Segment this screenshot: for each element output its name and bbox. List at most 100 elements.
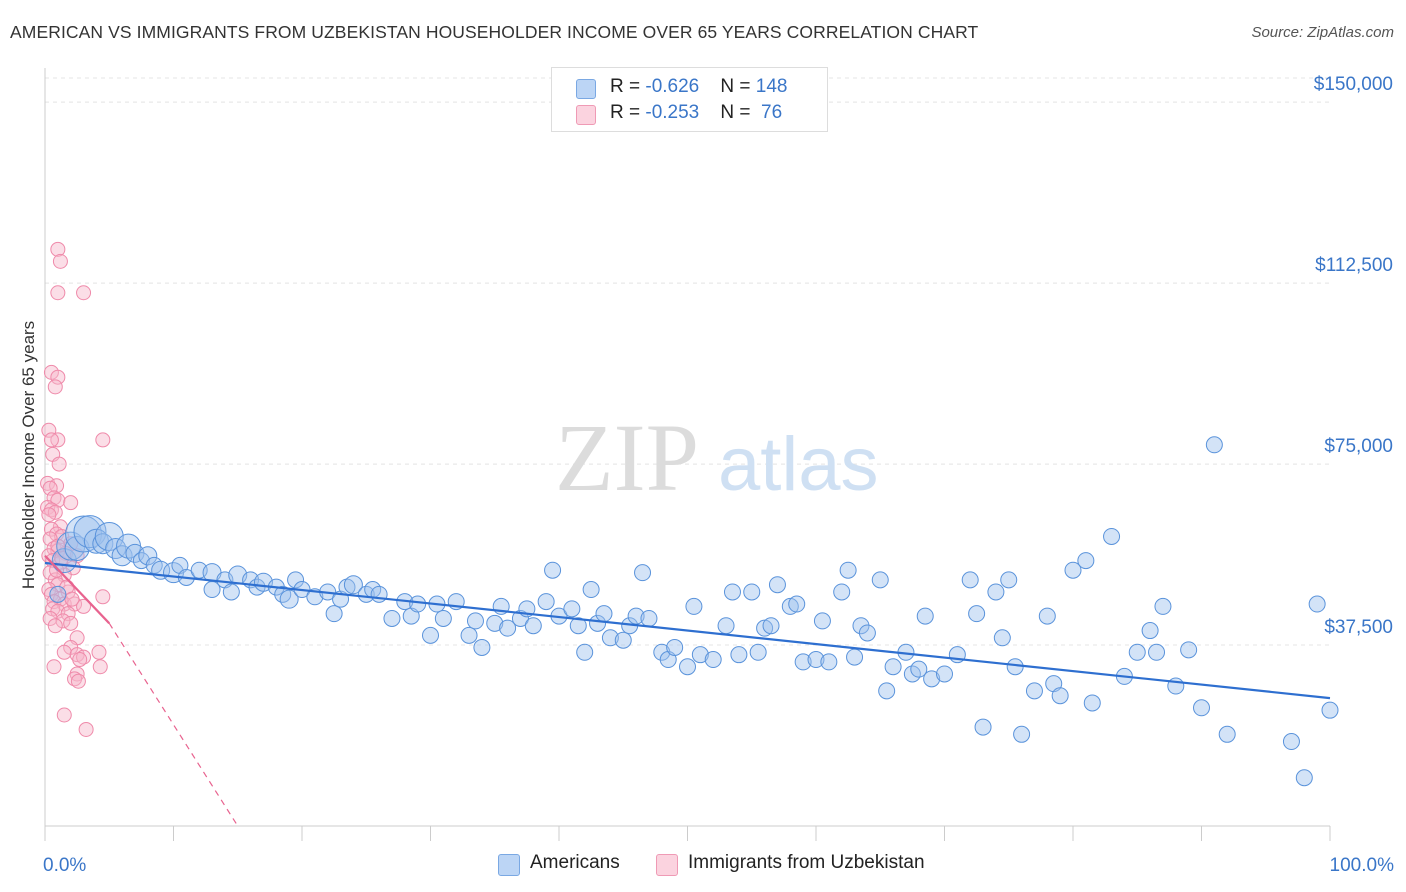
point-american <box>839 561 857 579</box>
point-american <box>138 546 158 566</box>
point-american <box>1006 658 1024 676</box>
legend-r-value: -0.253 <box>645 102 700 123</box>
point-american <box>993 629 1011 647</box>
point-american <box>794 653 812 671</box>
point-american <box>820 653 838 671</box>
point-uzbekistan <box>41 422 57 438</box>
point-american <box>961 571 979 589</box>
point-uzbekistan <box>70 673 86 689</box>
source-label: Source: ZipAtlas.com <box>1251 24 1394 41</box>
y-tick-label: $112,500 <box>1315 255 1393 276</box>
point-american <box>1000 571 1018 589</box>
point-american <box>279 589 299 609</box>
watermark-atlas: atlas <box>718 422 879 507</box>
point-uzbekistan <box>56 644 72 660</box>
point-american <box>987 583 1005 601</box>
point-american <box>1064 561 1082 579</box>
y-tick-label: $75,000 <box>1324 436 1393 457</box>
y-tick-label: $37,500 <box>1324 617 1393 638</box>
point-american <box>749 643 767 661</box>
point-american <box>691 646 709 664</box>
point-american <box>576 643 594 661</box>
point-american <box>1180 641 1198 659</box>
point-american <box>499 619 517 637</box>
point-uzbekistan <box>78 721 94 737</box>
trend-lines <box>44 554 1331 827</box>
point-uzbekistan <box>92 659 108 675</box>
trendline-uzbekistan <box>44 554 111 625</box>
y-tick-labels: $37,500 $75,000 $112,500 $150,000 <box>1314 74 1393 638</box>
bottom-legend-swatch-americans <box>498 854 520 876</box>
point-american <box>1205 436 1223 454</box>
point-american <box>537 593 555 611</box>
point-american <box>524 617 542 635</box>
point-uzbekistan <box>50 285 66 301</box>
legend-n-label: N = <box>720 76 756 97</box>
point-american <box>1025 682 1043 700</box>
point-american <box>858 624 876 642</box>
point-american <box>1148 643 1166 661</box>
point-uzbekistan <box>64 591 80 607</box>
x-tick-label-min: 0.0% <box>43 855 86 876</box>
point-american <box>409 595 427 613</box>
x-tick-label-max: 100.0% <box>1330 855 1395 876</box>
point-american <box>1321 701 1339 719</box>
legend-n-label: N = <box>720 102 756 123</box>
point-american <box>781 597 799 615</box>
legend-n-value: 76 <box>755 102 783 123</box>
point-american <box>49 585 67 603</box>
point-american <box>717 617 735 635</box>
point-uzbekistan <box>50 432 66 448</box>
point-american <box>92 533 114 555</box>
point-american <box>730 646 748 664</box>
point-american <box>640 609 658 627</box>
points-uzbekistan <box>40 241 111 737</box>
point-american <box>634 564 652 582</box>
point-uzbekistan <box>50 369 66 385</box>
point-american <box>582 581 600 599</box>
point-american <box>1282 733 1300 751</box>
point-american <box>1128 643 1146 661</box>
point-american <box>679 658 696 676</box>
point-american <box>434 609 452 627</box>
point-american <box>460 626 478 644</box>
y-tick-label: $150,000 <box>1314 74 1393 95</box>
point-american <box>94 521 124 551</box>
point-american <box>756 619 774 637</box>
point-uzbekistan <box>50 241 66 257</box>
point-american <box>370 585 388 603</box>
point-american <box>878 682 896 700</box>
point-american <box>422 626 439 644</box>
point-uzbekistan <box>91 644 107 660</box>
point-uzbekistan <box>42 480 58 496</box>
point-uzbekistan <box>43 432 59 448</box>
point-american <box>1308 595 1326 613</box>
point-american <box>1013 725 1031 743</box>
point-american <box>884 658 902 676</box>
point-uzbekistan <box>95 589 111 605</box>
gridlines <box>45 77 1330 646</box>
chart-title: AMERICAN VS IMMIGRANTS FROM UZBEKISTAN H… <box>10 22 979 42</box>
point-american <box>813 612 831 630</box>
y-axis-title: Householder Income Over 65 years <box>19 321 38 589</box>
point-american <box>723 583 741 601</box>
point-american <box>968 605 986 623</box>
legend-swatch-uzbekistan <box>576 105 596 125</box>
point-american <box>544 561 562 579</box>
legend-r-label: R = <box>610 102 646 123</box>
point-american <box>871 571 889 589</box>
point-american <box>923 670 941 688</box>
point-american <box>1141 622 1159 640</box>
point-american <box>64 536 90 562</box>
point-uzbekistan <box>47 618 63 634</box>
axes <box>44 68 1331 841</box>
bottom-legend-label-uzbekistan: Immigrants from Uzbekistan <box>688 852 925 873</box>
point-american <box>685 597 703 615</box>
point-american <box>1103 527 1121 545</box>
point-american <box>1083 694 1101 712</box>
point-american <box>1038 607 1056 625</box>
point-uzbekistan <box>76 598 92 614</box>
point-uzbekistan <box>56 707 72 723</box>
point-uzbekistan <box>47 379 63 395</box>
point-american <box>287 571 305 589</box>
